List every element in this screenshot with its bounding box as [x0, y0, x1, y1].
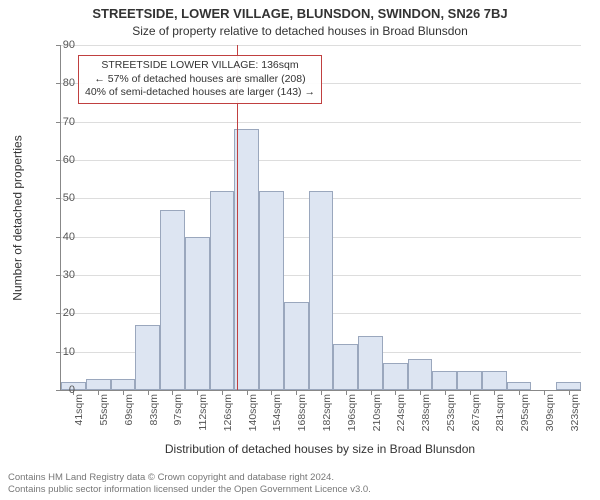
- y-tick-label: 10: [45, 346, 75, 358]
- histogram-bar: [309, 191, 334, 390]
- gridline: [61, 160, 581, 161]
- histogram-bar: [160, 210, 185, 390]
- histogram-bar: [185, 237, 210, 390]
- gridline: [61, 122, 581, 123]
- annotation-line: 40% of semi-detached houses are larger (…: [85, 86, 315, 100]
- x-tick-label: 295sqm: [519, 390, 531, 431]
- y-tick-label: 70: [45, 116, 75, 128]
- y-tick-label: 20: [45, 307, 75, 319]
- x-tick-label: 196sqm: [346, 390, 358, 431]
- histogram-bar: [383, 363, 408, 390]
- footer-line1: Contains HM Land Registry data © Crown c…: [8, 472, 371, 484]
- histogram-bar: [111, 379, 136, 391]
- x-tick-label: 55sqm: [98, 390, 110, 426]
- histogram-bar: [86, 379, 111, 391]
- x-tick-label: 253sqm: [445, 390, 457, 431]
- histogram-bar: [284, 302, 309, 390]
- x-tick-label: 182sqm: [321, 390, 333, 431]
- x-tick-label: 41sqm: [73, 390, 85, 426]
- y-tick-label: 60: [45, 154, 75, 166]
- chart-container: STREETSIDE, LOWER VILLAGE, BLUNSDON, SWI…: [0, 0, 600, 500]
- annotation-line: ← 57% of detached houses are smaller (20…: [85, 73, 315, 87]
- x-tick-label: 112sqm: [197, 390, 209, 431]
- x-tick-label: 97sqm: [172, 390, 184, 426]
- histogram-bar: [333, 344, 358, 390]
- annotation-line: STREETSIDE LOWER VILLAGE: 136sqm: [85, 59, 315, 73]
- gridline: [61, 45, 581, 46]
- histogram-bar: [432, 371, 457, 390]
- y-tick-label: 90: [45, 39, 75, 51]
- x-tick-label: 323sqm: [569, 390, 581, 431]
- y-tick-label: 50: [45, 192, 75, 204]
- x-tick-label: 267sqm: [470, 390, 482, 431]
- histogram-bar: [408, 359, 433, 390]
- x-tick-label: 238sqm: [420, 390, 432, 431]
- x-axis-label: Distribution of detached houses by size …: [60, 442, 580, 456]
- x-tick-label: 83sqm: [148, 390, 160, 426]
- histogram-bar: [210, 191, 235, 390]
- x-tick-label: 168sqm: [296, 390, 308, 431]
- x-tick-label: 69sqm: [123, 390, 135, 426]
- histogram-bar: [457, 371, 482, 390]
- histogram-bar: [556, 382, 581, 390]
- y-tick-label: 40: [45, 231, 75, 243]
- x-tick-label: 154sqm: [271, 390, 283, 431]
- y-axis-label: Number of detached properties: [10, 45, 25, 390]
- histogram-bar: [135, 325, 160, 390]
- footer-line2: Contains public sector information licen…: [8, 484, 371, 496]
- histogram-bar: [358, 336, 383, 390]
- x-tick-label: 281sqm: [494, 390, 506, 431]
- histogram-bar: [482, 371, 507, 390]
- chart-title-address: STREETSIDE, LOWER VILLAGE, BLUNSDON, SWI…: [0, 6, 600, 21]
- x-tick-label: 224sqm: [395, 390, 407, 431]
- histogram-bar: [259, 191, 284, 390]
- annotation-box: STREETSIDE LOWER VILLAGE: 136sqm← 57% of…: [78, 55, 322, 104]
- y-tick-label: 0: [45, 384, 75, 396]
- x-tick-label: 126sqm: [222, 390, 234, 431]
- x-tick-label: 140sqm: [247, 390, 259, 431]
- footer-attribution: Contains HM Land Registry data © Crown c…: [8, 472, 371, 496]
- y-tick-label: 30: [45, 269, 75, 281]
- x-tick-label: 309sqm: [544, 390, 556, 431]
- chart-subtitle: Size of property relative to detached ho…: [0, 24, 600, 38]
- histogram-bar: [507, 382, 532, 390]
- y-tick-label: 80: [45, 77, 75, 89]
- x-tick-label: 210sqm: [371, 390, 383, 431]
